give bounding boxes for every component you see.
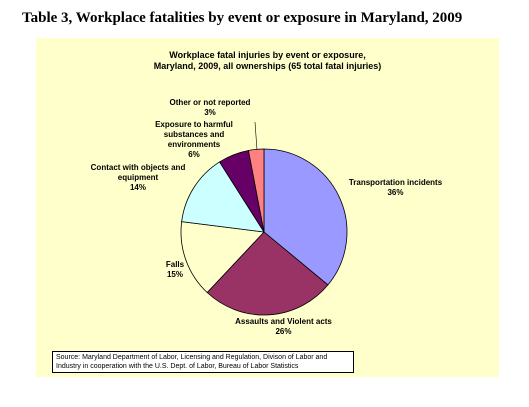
- label-assaults-name: Assaults and Violent acts: [235, 317, 332, 326]
- chart-area: Workplace fatal injuries by event or exp…: [36, 38, 499, 377]
- leader-line-other: [254, 121, 258, 151]
- label-exposure-name: Exposure to harmful substances and envir…: [155, 120, 233, 149]
- label-contact-value: 14%: [129, 183, 146, 192]
- label-transportation: Transportation incidents 36%: [328, 178, 463, 198]
- label-assaults-value: 26%: [275, 327, 292, 336]
- pie-slice-assaults: [206, 231, 329, 316]
- source-note: Source: Maryland Department of Labor, Li…: [52, 351, 354, 373]
- label-transportation-value: 36%: [387, 188, 404, 197]
- label-other: Other or not reported 3%: [164, 98, 256, 118]
- label-other-name: Other or not reported: [169, 98, 251, 107]
- label-contact: Contact with objects and equipment 14%: [88, 163, 188, 193]
- label-transportation-name: Transportation incidents: [348, 178, 443, 187]
- pie-slice-transportation: [263, 148, 348, 286]
- page-title: Table 3, Workplace fatalities by event o…: [22, 10, 463, 26]
- label-exposure-value: 6%: [188, 150, 200, 159]
- label-falls-name: Falls: [165, 260, 185, 269]
- label-falls-value: 15%: [166, 270, 183, 279]
- pie-slice-falls: [180, 221, 265, 294]
- label-other-value: 3%: [204, 108, 216, 117]
- pie-chart: [180, 121, 348, 316]
- chart-title-line-1: Workplace fatal injuries by event or exp…: [169, 50, 366, 60]
- label-exposure: Exposure to harmful substances and envir…: [146, 120, 242, 160]
- pie-slice-other: [247, 148, 265, 233]
- chart-title-line-2: Maryland, 2009, all ownerships (65 total…: [153, 61, 382, 71]
- label-falls: Falls 15%: [158, 260, 192, 280]
- label-assaults: Assaults and Violent acts 26%: [221, 317, 346, 337]
- label-contact-name: Contact with objects and equipment: [90, 163, 186, 182]
- pie-slice-contact: [181, 161, 265, 233]
